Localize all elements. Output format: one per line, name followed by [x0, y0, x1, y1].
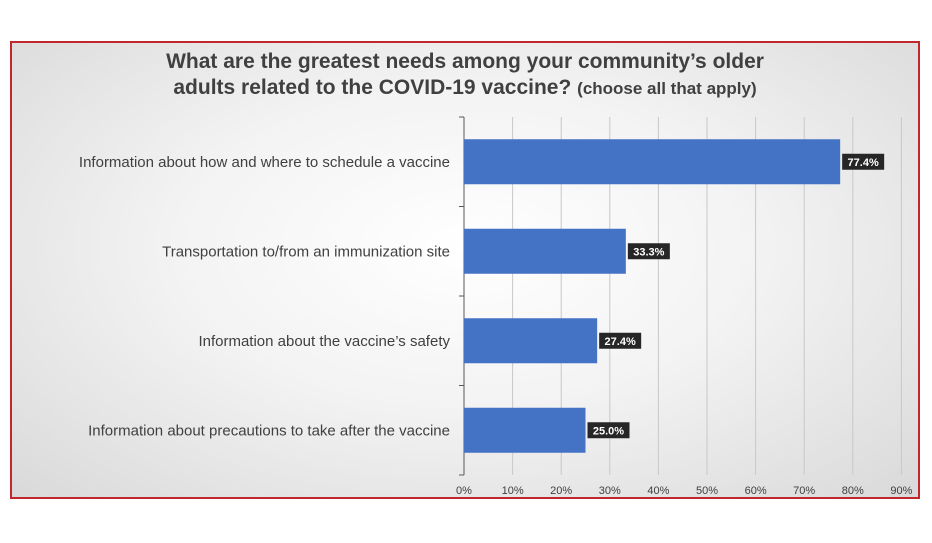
chart-title: What are the greatest needs among your c… [12, 49, 918, 102]
x-tick-label: 0% [456, 485, 472, 497]
x-tick-label: 70% [793, 485, 815, 497]
chart-title-line2: adults related to the COVID-19 vaccine? … [12, 75, 918, 102]
x-tick-label: 50% [696, 485, 718, 497]
data-label: 33.3% [633, 246, 664, 258]
data-label-box [587, 422, 630, 439]
category-label: Information about precautions to take af… [88, 422, 450, 439]
data-label-box [599, 332, 642, 349]
bar [464, 318, 598, 364]
bar [464, 139, 841, 185]
x-tick-label: 30% [599, 485, 621, 497]
category-label: Information about the vaccine’s safety [198, 333, 450, 350]
data-label: 25.0% [593, 425, 624, 437]
category-label: Transportation to/from an immunization s… [162, 243, 450, 260]
data-label-box [627, 243, 670, 260]
bar [464, 228, 626, 274]
category-label: Information about how and where to sched… [79, 154, 450, 171]
x-tick-label: 60% [745, 485, 767, 497]
data-label: 77.4% [848, 157, 879, 169]
x-tick-label: 80% [842, 485, 864, 497]
data-label-box [842, 153, 885, 170]
chart-title-line2-text: adults related to the COVID-19 vaccine? [173, 76, 572, 99]
data-label: 27.4% [605, 336, 636, 348]
bar-chart: 0% 10% 20% 30% 40% 50% 60% 70% 80% 90% Information… [79, 116, 913, 497]
x-tick-label: 20% [550, 485, 572, 497]
chart-frame: What are the greatest needs among your c… [10, 41, 920, 499]
x-tick-label: 10% [502, 485, 524, 497]
chart-subtitle: (choose all that apply) [577, 79, 757, 98]
x-tick-label: 90% [890, 485, 912, 497]
bar [464, 407, 586, 453]
x-tick-label: 40% [647, 485, 669, 497]
chart-title-line1: What are the greatest needs among your c… [166, 50, 764, 73]
